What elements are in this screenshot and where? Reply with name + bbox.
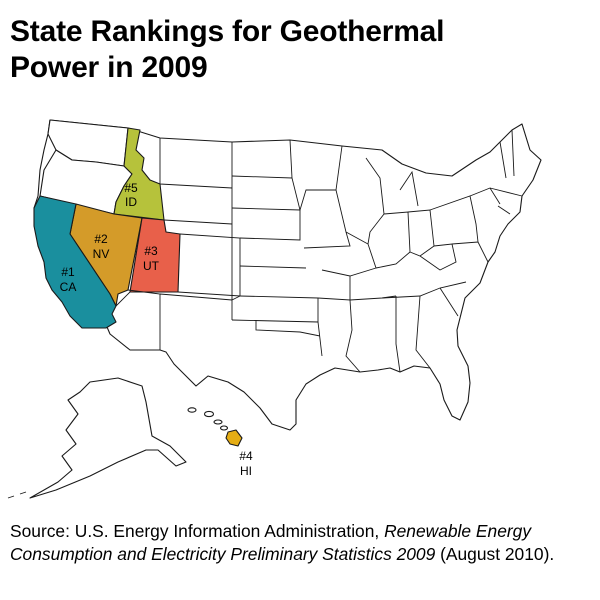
- state-alaska: [29, 377, 187, 499]
- rank-label-ut: #3: [144, 244, 158, 258]
- rank-label-hi: #4: [239, 449, 253, 463]
- state-label-id: ID: [125, 195, 137, 209]
- rank-label-id: #5: [124, 181, 138, 195]
- state-label-hi: HI: [240, 464, 252, 478]
- rank-label-ca: #1: [61, 265, 75, 279]
- map-title-line-1: State Rankings for Geothermal: [10, 15, 445, 48]
- alaska-aleutian-islands: [7, 491, 27, 499]
- rank-label-nv: #2: [94, 232, 108, 246]
- source-suffix: (August 2010).: [435, 543, 555, 564]
- us-geothermal-ranking-map: #1 CA #2 NV #3 UT #4 HI #5 ID: [7, 119, 542, 499]
- state-label-ca: CA: [60, 280, 77, 294]
- source-prefix: Source: U.S. Energy Information Administ…: [10, 521, 385, 541]
- state-california: [33, 195, 117, 329]
- source-publication: Renewable Energy Consumption and Electri…: [10, 521, 532, 564]
- ranking-labels: #1 CA #2 NV #3 UT #4 HI #5 ID: [60, 181, 253, 478]
- map-title-line-2: Power in 2009: [10, 51, 208, 84]
- state-label-nv: NV: [93, 247, 110, 261]
- state-label-ut: UT: [143, 259, 160, 273]
- interior-state-borders: [115, 129, 523, 373]
- source-citation: Source: U.S. Energy Information Administ…: [10, 520, 595, 565]
- state-hawaii: [187, 407, 243, 447]
- map-title: State Rankings for Geothermal Power in 2…: [10, 14, 590, 86]
- hawaii-big-island: [225, 429, 243, 447]
- state-idaho: [113, 127, 165, 221]
